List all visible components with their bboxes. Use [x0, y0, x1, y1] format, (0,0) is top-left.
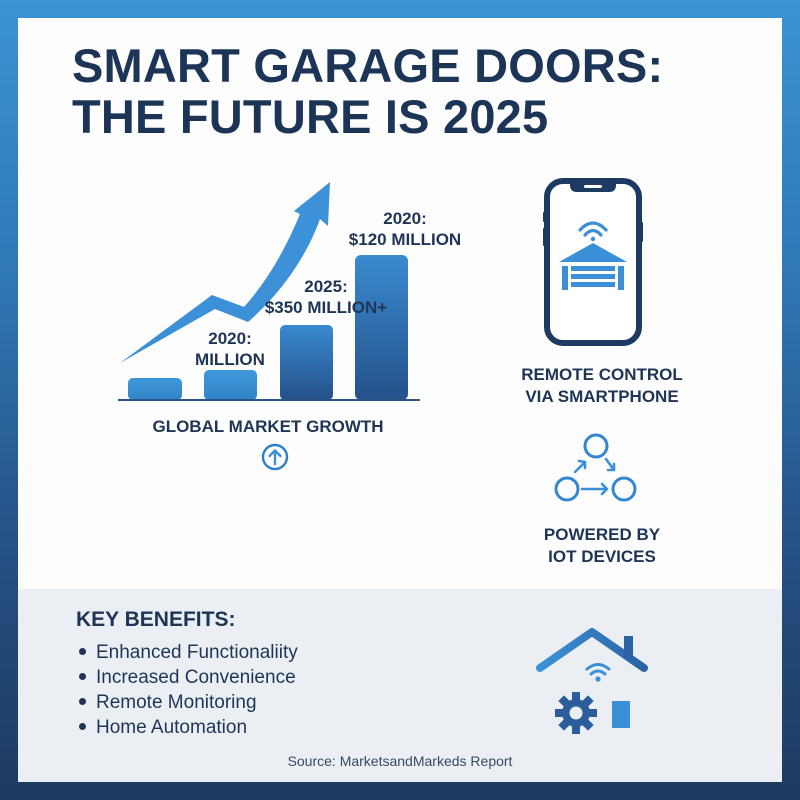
arrow-up-circle-icon	[261, 443, 289, 471]
list-item: Increased Convenience	[76, 665, 298, 690]
bullet-icon	[79, 722, 86, 730]
bar-4	[355, 255, 408, 400]
bullet-icon	[79, 647, 86, 655]
feature-label-iot: POWERED BY IOT DEVICES	[543, 525, 661, 566]
trend-arrow-icon	[120, 182, 330, 363]
chart-baseline	[118, 399, 420, 401]
bar-3	[280, 325, 333, 400]
benefits-title: KEY BENEFITS:	[76, 608, 236, 631]
smartphone-garage-icon	[543, 178, 643, 346]
bar-label-3: 2025: $350 MILLION+	[264, 277, 388, 317]
bullet-icon	[79, 672, 86, 680]
bullet-icon	[79, 697, 86, 705]
list-item: Enhanced Functionaliity	[76, 640, 298, 665]
title-line-1: SMART GARAGE DOORS:	[72, 39, 664, 92]
iot-network-icon	[554, 433, 637, 502]
smart-home-gear-icon	[536, 628, 648, 734]
bar-label-2: 2020: MILLION	[195, 329, 265, 369]
chart-caption: GLOBAL MARKET GROWTH	[152, 417, 384, 436]
list-item: Home Automation	[76, 715, 298, 740]
page-title: SMART GARAGE DOORS: THE FUTURE IS 2025	[72, 40, 663, 142]
market-growth-chart	[118, 182, 420, 401]
benefits-panel	[18, 589, 782, 782]
source-citation: Source: MarketsandMarkeds Report	[287, 753, 513, 769]
bar-label-4: 2020: $120 MILLION	[348, 209, 462, 249]
feature-label-remote: REMOTE CONTROL VIA SMARTPHONE	[521, 365, 683, 406]
benefits-list: Enhanced Functionaliity Increased Conven…	[76, 640, 298, 740]
bar-1	[128, 378, 182, 400]
infographic-card: SMART GARAGE DOORS: THE FUTURE IS 2025	[18, 18, 782, 782]
bar-2	[204, 370, 257, 400]
title-line-2: THE FUTURE IS 2025	[72, 90, 549, 143]
list-item: Remote Monitoring	[76, 690, 298, 715]
